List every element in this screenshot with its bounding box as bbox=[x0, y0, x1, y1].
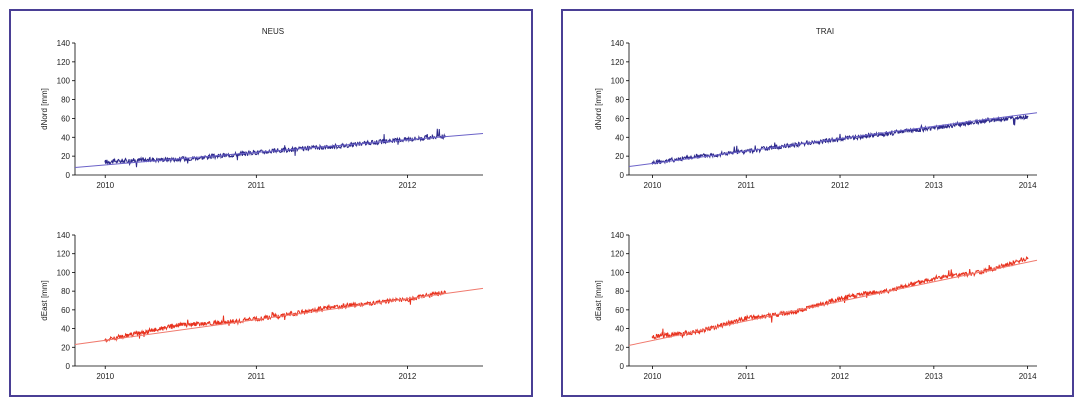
trend-line bbox=[74, 133, 484, 168]
y-tick-label: 120 bbox=[57, 250, 71, 259]
y-tick-label: 20 bbox=[615, 152, 624, 161]
x-tick-label: 2014 bbox=[1019, 181, 1037, 190]
data-point bbox=[792, 311, 794, 314]
data-point bbox=[867, 292, 869, 294]
data-point bbox=[745, 317, 748, 320]
data-point bbox=[217, 322, 220, 324]
x-tick-label: 2010 bbox=[644, 372, 662, 381]
subplot-north: 0 20 40 60 80 100 120 140 2010 2011 2012 2013 2014 dN… bbox=[594, 39, 1037, 190]
x-tick-label: 2011 bbox=[738, 181, 756, 190]
chart-title: NEUS bbox=[262, 27, 284, 36]
y-tick-label: 120 bbox=[611, 250, 625, 259]
chart-panel-trai: TRAI 0 20 40 60 80 100 120 140 2010 2011 2012 2013 2… bbox=[561, 9, 1074, 397]
y-tick-label: 60 bbox=[615, 114, 624, 123]
y-tick-label: 140 bbox=[57, 39, 71, 48]
x-tick-label: 2012 bbox=[399, 181, 417, 190]
data-point bbox=[933, 127, 935, 129]
x-tick-label: 2013 bbox=[925, 181, 943, 190]
y-tick-label: 60 bbox=[61, 114, 70, 123]
data-point bbox=[331, 306, 333, 308]
trend-line bbox=[628, 112, 1038, 168]
data-point bbox=[651, 336, 654, 338]
x-tick-label: 2011 bbox=[248, 372, 266, 381]
trend-line bbox=[628, 259, 1038, 346]
data-point bbox=[444, 291, 447, 293]
data-point bbox=[1026, 115, 1029, 118]
y-axis-label: dEast [mm] bbox=[594, 280, 603, 320]
y-tick-label: 140 bbox=[57, 231, 71, 240]
data-point bbox=[104, 161, 107, 163]
y-tick-label: 40 bbox=[615, 133, 624, 142]
subplot-north: 0 20 40 60 80 100 120 140 2010 2011 2012 dNord [mm] bbox=[40, 39, 484, 190]
y-tick-label: 120 bbox=[57, 58, 71, 67]
y-tick-label: 100 bbox=[611, 77, 625, 86]
x-tick-label: 2011 bbox=[738, 372, 756, 381]
y-tick-label: 0 bbox=[66, 362, 71, 371]
y-tick-label: 60 bbox=[61, 306, 70, 315]
x-tick-label: 2013 bbox=[925, 372, 943, 381]
chart-panel-neus: NEUS 0 20 40 60 80 100 120 140 2010 2011 2012 dNord… bbox=[9, 9, 533, 397]
series-line bbox=[104, 128, 446, 168]
data-point bbox=[979, 120, 982, 123]
data-point bbox=[142, 159, 144, 161]
x-tick-label: 2012 bbox=[831, 181, 849, 190]
series-line bbox=[652, 256, 1029, 340]
data-point bbox=[179, 324, 182, 326]
y-axis-label: dEast [mm] bbox=[40, 280, 49, 320]
data-point bbox=[886, 132, 888, 135]
series-line bbox=[104, 290, 446, 343]
y-tick-label: 0 bbox=[66, 171, 71, 180]
y-tick-label: 40 bbox=[61, 325, 70, 334]
x-tick-label: 2012 bbox=[399, 372, 417, 381]
series-line bbox=[651, 114, 1029, 165]
chart-svg-trai: TRAI 0 20 40 60 80 100 120 140 2010 2011 2012 2013 2… bbox=[594, 27, 1038, 381]
y-axis-label: dNord [mm] bbox=[594, 88, 603, 130]
x-tick-label: 2014 bbox=[1019, 372, 1037, 381]
subplot-east: 0 20 40 60 80 100 120 140 2010 2011 2012 2013 2014 dE… bbox=[594, 231, 1038, 381]
y-tick-label: 40 bbox=[615, 325, 624, 334]
y-tick-label: 0 bbox=[620, 362, 625, 371]
y-tick-label: 100 bbox=[611, 268, 625, 277]
x-tick-label: 2010 bbox=[644, 181, 662, 190]
subplot-east: 0 20 40 60 80 100 120 140 2010 2011 2012 dEast [mm] bbox=[40, 231, 484, 381]
chart-title: TRAI bbox=[816, 27, 834, 36]
x-tick-label: 2012 bbox=[831, 372, 849, 381]
y-tick-label: 20 bbox=[61, 343, 70, 352]
x-tick-label: 2011 bbox=[248, 181, 266, 190]
data-point bbox=[142, 331, 144, 334]
y-tick-label: 100 bbox=[57, 77, 71, 86]
y-tick-label: 80 bbox=[61, 287, 70, 296]
y-tick-label: 80 bbox=[615, 96, 624, 105]
trend-line bbox=[74, 287, 484, 345]
x-tick-label: 2010 bbox=[96, 181, 114, 190]
data-point bbox=[698, 155, 701, 157]
y-tick-label: 60 bbox=[615, 306, 624, 315]
chart-svg-neus: NEUS 0 20 40 60 80 100 120 140 2010 2011 2012 dNord… bbox=[40, 27, 484, 381]
y-tick-label: 120 bbox=[611, 58, 625, 67]
data-point bbox=[933, 277, 935, 279]
y-tick-label: 140 bbox=[611, 39, 625, 48]
y-tick-label: 40 bbox=[61, 133, 70, 142]
y-tick-label: 100 bbox=[57, 268, 71, 277]
y-tick-label: 80 bbox=[615, 287, 624, 296]
y-tick-label: 140 bbox=[611, 231, 625, 240]
y-axis-label: dNord [mm] bbox=[40, 88, 49, 130]
data-point bbox=[839, 297, 841, 300]
y-tick-label: 0 bbox=[620, 171, 625, 180]
y-tick-label: 80 bbox=[61, 96, 70, 105]
data-point bbox=[1026, 257, 1029, 260]
x-tick-label: 2010 bbox=[96, 372, 114, 381]
y-tick-label: 20 bbox=[615, 343, 624, 352]
y-tick-label: 20 bbox=[61, 152, 70, 161]
